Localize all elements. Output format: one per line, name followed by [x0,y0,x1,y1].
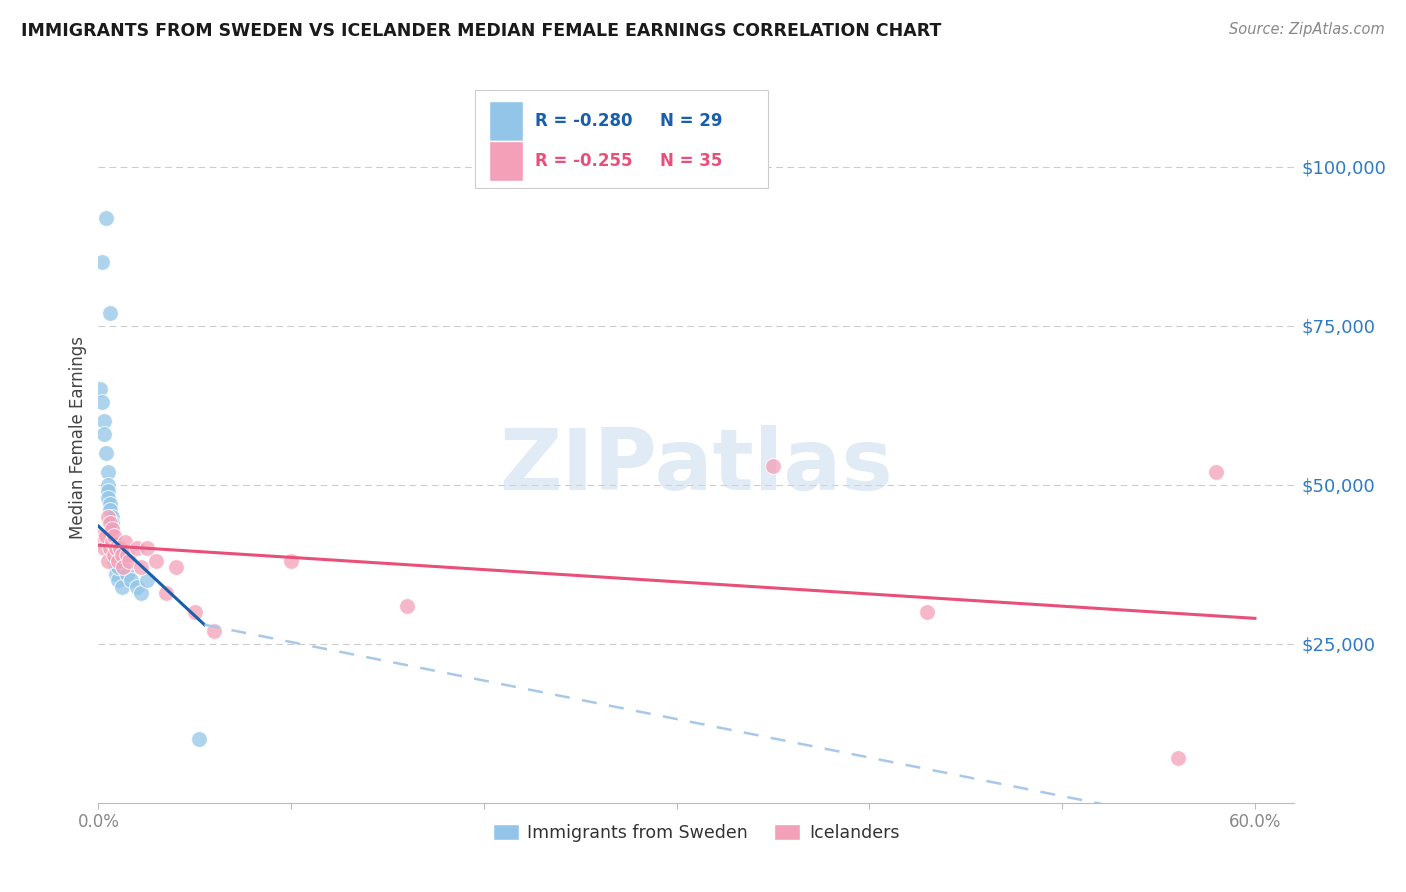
Point [93,426,115,441]
Point [98,497,121,511]
Point [114,535,136,549]
Point [98,541,121,556]
Point [101,529,124,543]
Point [108,541,131,556]
Point [101,516,124,530]
Point [101,522,124,536]
FancyBboxPatch shape [475,90,768,188]
Point [97,477,120,491]
Point [98,503,121,517]
Point [762,458,785,473]
Point [91,395,114,409]
Text: R = -0.255: R = -0.255 [534,152,633,169]
Point [145,554,167,568]
Text: Source: ZipAtlas.com: Source: ZipAtlas.com [1229,22,1385,37]
Point [103,529,125,543]
Point [110,580,132,594]
Point [97,554,120,568]
Point [129,560,152,574]
Point [103,535,125,549]
Point [917,605,939,619]
Point [110,548,132,562]
Point [112,560,135,574]
Legend: Immigrants from Sweden, Icelanders: Immigrants from Sweden, Icelanders [485,817,907,849]
Point [125,541,148,556]
Point [94,529,117,543]
Point [104,541,127,556]
Point [155,586,177,600]
Point [118,554,141,568]
Point [280,554,302,568]
Point [101,535,124,549]
Point [1167,751,1189,765]
Point [97,491,120,505]
Point [107,560,129,574]
Point [202,624,225,638]
Point [94,446,117,460]
Point [97,465,120,479]
Point [103,554,125,568]
Point [395,599,418,613]
Point [165,560,187,574]
Text: N = 29: N = 29 [661,112,723,130]
Point [129,586,152,600]
Point [97,484,120,499]
Point [107,554,129,568]
Text: R = -0.280: R = -0.280 [534,112,633,130]
Point [135,573,157,587]
Point [117,548,139,562]
Point [91,255,114,269]
Point [184,605,207,619]
Point [91,529,114,543]
Point [1205,465,1227,479]
Point [89,383,111,397]
Point [93,541,115,556]
Text: N = 35: N = 35 [661,152,723,169]
Y-axis label: Median Female Earnings: Median Female Earnings [69,335,87,539]
Point [107,573,129,587]
Point [101,522,124,536]
Bar [489,141,523,181]
Point [103,541,125,556]
Point [117,566,139,581]
Point [101,509,124,524]
Point [98,516,121,530]
Point [187,732,209,747]
Point [94,211,117,225]
Point [135,541,157,556]
Point [103,548,125,562]
Text: ZIPatlas: ZIPatlas [499,425,893,508]
Point [104,560,127,574]
Point [98,306,121,320]
Text: IMMIGRANTS FROM SWEDEN VS ICELANDER MEDIAN FEMALE EARNINGS CORRELATION CHART: IMMIGRANTS FROM SWEDEN VS ICELANDER MEDI… [21,22,942,40]
Point [93,414,115,428]
Point [104,566,127,581]
Point [125,580,148,594]
Bar [489,101,523,141]
Point [120,573,142,587]
Point [97,509,120,524]
